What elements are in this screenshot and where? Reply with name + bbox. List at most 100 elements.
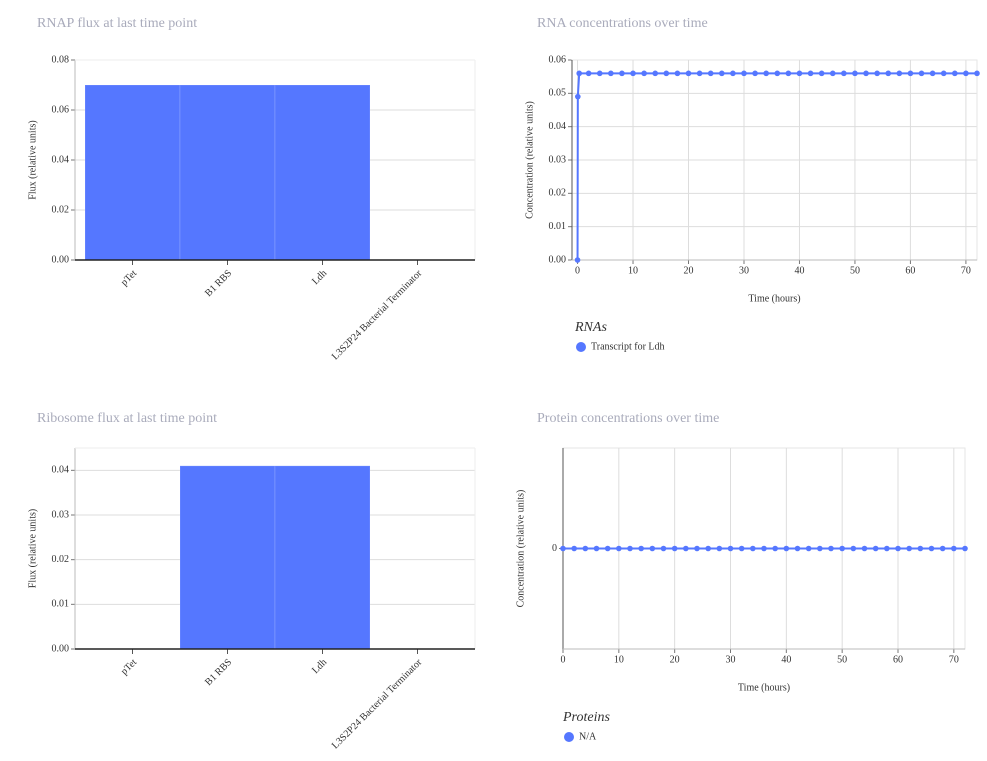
chart-title: Protein concentrations over time <box>537 411 719 426</box>
y-tick-label: 0.02 <box>52 554 70 565</box>
y-tick-label: 0.02 <box>549 188 567 199</box>
y-tick-label: 0.06 <box>52 104 70 115</box>
data-point <box>829 70 836 77</box>
y-tick-label: 0.04 <box>52 154 70 165</box>
data-point <box>741 70 747 77</box>
data-point <box>895 545 901 552</box>
chart-panel: RNA concentrations over time 0.00 0.01 0.02… <box>524 16 980 352</box>
data-point <box>817 545 823 552</box>
chart-title: RNAP flux at last time point <box>37 16 197 31</box>
legend-swatch <box>564 732 574 742</box>
x-tick-label: pTet <box>119 657 139 677</box>
x-tick-label: 50 <box>837 654 847 665</box>
x-tick-label: 30 <box>726 654 736 665</box>
x-tick-label: Ldh <box>310 657 329 676</box>
data-point <box>761 545 767 552</box>
x-tick-label: L3S2P24 Bacterial Terminator <box>330 656 425 751</box>
data-point <box>841 70 847 77</box>
x-tick-label: 40 <box>781 654 791 665</box>
y-tick-label: 0.04 <box>549 121 567 132</box>
data-point <box>818 70 825 77</box>
data-point <box>962 545 968 552</box>
data-point <box>738 545 745 552</box>
bar <box>84 84 181 261</box>
data-point <box>874 70 880 77</box>
y-axis-label: Flux (relative units) <box>27 509 38 588</box>
x-axis-label: Time (hours) <box>738 682 790 693</box>
y-axis-label: Concentration (relative units) <box>524 101 535 219</box>
data-point <box>907 70 914 77</box>
data-point <box>861 545 868 552</box>
x-tick-label: 0 <box>575 265 580 276</box>
data-point <box>608 70 614 77</box>
legend-title: RNAs <box>574 320 607 335</box>
data-point <box>896 70 903 77</box>
data-point <box>604 545 611 552</box>
bar <box>274 465 371 650</box>
data-point <box>796 70 803 77</box>
y-tick-label: 0.03 <box>52 509 70 520</box>
chart-title: Ribosome flux at last time point <box>37 411 217 426</box>
data-point <box>929 70 936 77</box>
bar <box>179 465 276 650</box>
data-point <box>619 70 625 77</box>
chart-panel: RNAP flux at last time point 0.00 0.02 0.04… <box>27 16 476 362</box>
data-point <box>772 545 778 552</box>
data-point <box>663 70 670 77</box>
x-tick-label: 50 <box>850 265 860 276</box>
data-point <box>917 545 924 552</box>
x-tick-label: Ldh <box>310 268 329 287</box>
chart-panel: Ribosome flux at last time point 0.00 0.01… <box>27 411 476 751</box>
data-point <box>884 545 890 552</box>
chart-panel: Protein concentrations over time 0 Concent… <box>515 411 968 742</box>
data-point <box>940 70 947 77</box>
x-tick-label: 10 <box>614 654 624 665</box>
data-point <box>839 545 845 552</box>
data-point <box>783 545 790 552</box>
data-point <box>939 545 946 552</box>
data-point <box>685 70 692 77</box>
bar <box>274 84 371 261</box>
data-point <box>885 70 892 77</box>
x-tick-label: 60 <box>905 265 915 276</box>
y-tick-label: 0.00 <box>52 643 70 654</box>
data-point <box>785 70 792 77</box>
data-point <box>707 70 714 77</box>
x-tick-label: pTet <box>119 268 139 288</box>
data-point <box>716 545 723 552</box>
data-point <box>575 93 581 100</box>
x-tick-label: 60 <box>893 654 903 665</box>
data-point <box>674 70 681 77</box>
data-point <box>951 545 957 552</box>
data-point <box>963 70 969 77</box>
y-tick-label: 0.01 <box>52 599 70 610</box>
data-point <box>616 545 622 552</box>
data-point <box>828 545 834 552</box>
x-tick-label: B1 RBS <box>203 268 234 299</box>
series-line <box>576 72 977 261</box>
x-tick-label: 40 <box>794 265 804 276</box>
data-point <box>641 70 647 77</box>
x-tick-label: 70 <box>961 265 971 276</box>
data-point <box>652 70 659 77</box>
x-tick-label: B1 RBS <box>203 657 234 688</box>
data-point <box>752 70 758 77</box>
data-point <box>574 257 581 263</box>
data-point <box>906 545 912 552</box>
legend-label: Transcript for Ldh <box>591 341 665 352</box>
data-point <box>918 70 925 77</box>
data-point <box>852 70 858 77</box>
y-tick-label: 0.00 <box>549 254 567 265</box>
y-axis-label: Flux (relative units) <box>27 120 38 199</box>
data-point <box>696 70 703 77</box>
data-point <box>794 545 801 552</box>
legend-title: Proteins <box>562 710 610 725</box>
data-point <box>805 545 812 552</box>
data-point <box>750 545 756 552</box>
x-tick-label: 20 <box>670 654 680 665</box>
y-tick-label: 0.04 <box>52 465 70 476</box>
data-point <box>638 545 644 552</box>
y-axis-label: Concentration (relative units) <box>515 490 526 608</box>
y-tick-label: 0.06 <box>549 54 567 65</box>
